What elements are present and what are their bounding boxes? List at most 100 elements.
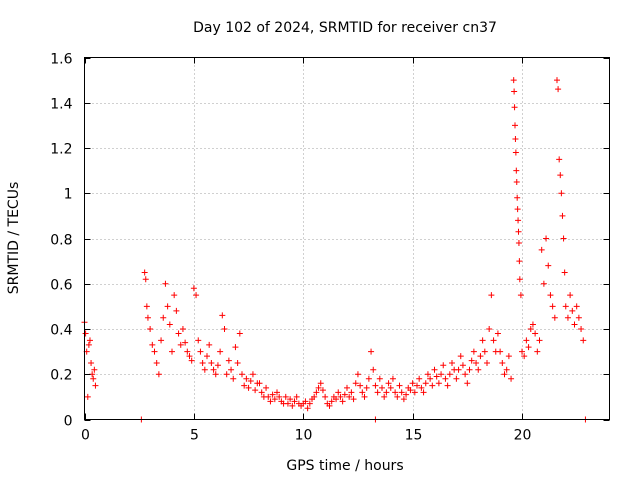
data-point <box>348 389 355 396</box>
data-point <box>479 337 486 344</box>
x-tick-label: 20 <box>514 428 532 444</box>
data-point <box>287 396 294 403</box>
data-point <box>514 194 521 201</box>
data-point <box>470 348 477 355</box>
data-point <box>82 330 89 337</box>
data-point <box>263 384 270 391</box>
data-point <box>274 389 280 396</box>
data-point <box>427 375 434 382</box>
data-point <box>184 348 191 355</box>
data-point <box>555 86 562 93</box>
x-tick-label: 5 <box>190 428 199 444</box>
y-axis-label: SRMTID / TECUs <box>6 182 22 295</box>
data-point <box>247 378 254 385</box>
data-point <box>374 389 381 396</box>
data-point <box>346 393 353 400</box>
data-point <box>317 380 324 387</box>
data-point <box>284 400 291 407</box>
data-point <box>389 375 396 382</box>
axis-layer: 0 0.2 0.4 0.6 0.8 1 1.2 1.4 1.6 0 5 10 15 20 <box>50 52 610 444</box>
data-point <box>311 393 318 400</box>
data-point <box>232 344 239 351</box>
y-tick-label: 0.4 <box>50 323 72 339</box>
data-point <box>221 326 228 332</box>
data-point <box>523 337 530 344</box>
data-point <box>512 149 519 156</box>
data-point <box>86 337 93 344</box>
data-point <box>455 366 462 373</box>
data-point <box>511 88 518 95</box>
data-point <box>276 393 283 400</box>
data-point <box>510 77 517 84</box>
data-point <box>91 366 98 373</box>
data-point <box>217 348 224 355</box>
data-point <box>446 371 453 378</box>
data-point <box>556 156 563 163</box>
data-point <box>84 393 91 400</box>
data-point <box>468 357 475 364</box>
data-point <box>92 382 99 389</box>
data-point <box>147 326 154 332</box>
data-point <box>571 321 578 328</box>
y-tick-label: 1.2 <box>50 142 72 158</box>
data-point <box>252 387 259 394</box>
data-point <box>304 405 311 412</box>
data-point <box>414 382 420 389</box>
data-point <box>442 375 449 382</box>
data-point <box>438 371 445 378</box>
data-point <box>543 235 550 242</box>
data-point <box>475 366 482 373</box>
data-point <box>527 326 534 332</box>
data-point <box>236 330 243 337</box>
data-point <box>433 373 440 380</box>
y-tick-label: 0.2 <box>50 368 72 384</box>
data-point <box>503 366 510 373</box>
data-point <box>519 348 525 355</box>
data-point <box>516 258 523 265</box>
data-point <box>538 246 545 253</box>
data-point <box>335 389 342 396</box>
data-point <box>387 384 394 391</box>
data-point <box>243 375 250 382</box>
data-point <box>551 314 558 321</box>
data-point <box>573 303 580 310</box>
data-point <box>188 357 195 364</box>
data-point <box>486 326 493 332</box>
data-point <box>444 382 451 389</box>
data-point <box>228 366 235 373</box>
data-point <box>143 303 150 310</box>
data-point <box>368 348 375 355</box>
data-point <box>580 337 587 344</box>
data-point <box>403 391 410 398</box>
data-point <box>501 371 508 378</box>
data-point <box>559 212 566 219</box>
data-point <box>376 375 383 382</box>
data-point <box>440 362 447 369</box>
data-point <box>223 371 230 378</box>
data-point <box>515 228 522 235</box>
data-point <box>370 366 377 373</box>
data-point <box>575 314 582 321</box>
data-point <box>206 341 213 348</box>
data-point <box>212 371 219 378</box>
data-point <box>578 326 585 332</box>
data-point <box>359 389 366 396</box>
data-point <box>488 292 495 299</box>
data-point <box>352 380 359 387</box>
data-point <box>557 172 564 179</box>
data-point <box>424 371 431 378</box>
data-point <box>258 389 265 396</box>
data-point <box>567 292 574 299</box>
data-point <box>337 393 344 400</box>
data-point <box>265 393 272 400</box>
data-point <box>431 366 438 373</box>
data-point <box>392 389 399 396</box>
data-point <box>560 235 567 242</box>
data-point <box>521 353 528 360</box>
data-point <box>540 280 547 287</box>
data-point <box>517 292 524 299</box>
data-point <box>549 303 556 310</box>
data-point <box>315 384 322 391</box>
